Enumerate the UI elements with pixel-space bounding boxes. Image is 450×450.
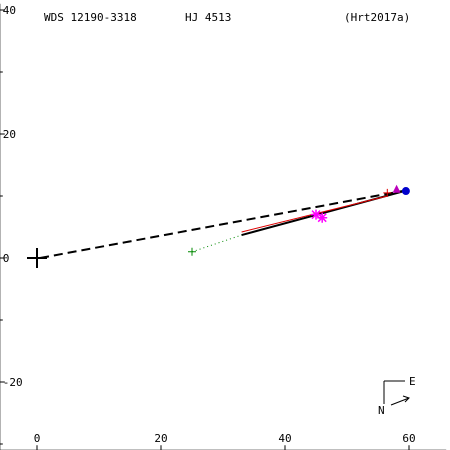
y-tick-label: 20	[3, 128, 16, 141]
asterisk-marker	[311, 209, 321, 220]
reference-label: (Hrt2017a)	[344, 11, 410, 24]
circle-marker	[401, 187, 410, 196]
compass-north-label: N	[378, 404, 385, 417]
wds-id-label: WDS 12190-3318	[44, 11, 137, 24]
y-tick-label: 40	[3, 4, 16, 17]
x-tick-label: 20	[154, 432, 167, 445]
x-tick-label: 60	[402, 432, 415, 445]
plus-marker	[188, 247, 196, 256]
plus-marker	[383, 188, 392, 197]
compass-rose: E N	[378, 375, 416, 417]
motion-arrow-head	[402, 395, 410, 403]
orbit-dashed-line	[39, 188, 410, 259]
motion-arrow-shaft	[390, 397, 410, 406]
residual-dotted-line	[191, 234, 242, 253]
x-tick-label: 0	[34, 432, 41, 445]
tick-marks: -20 0 20 40 0 20 40 60	[0, 4, 416, 450]
y-tick-label: 0	[3, 252, 10, 265]
triangle-marker	[392, 184, 401, 193]
observation-markers	[188, 184, 410, 256]
x-tick-label: 40	[278, 432, 291, 445]
discoverer-label: HJ 4513	[185, 11, 231, 24]
primary-star-marker	[27, 248, 47, 268]
compass-east-label: E	[409, 375, 416, 388]
y-tick-label: -20	[3, 376, 23, 389]
asterisk-marker	[317, 212, 328, 223]
